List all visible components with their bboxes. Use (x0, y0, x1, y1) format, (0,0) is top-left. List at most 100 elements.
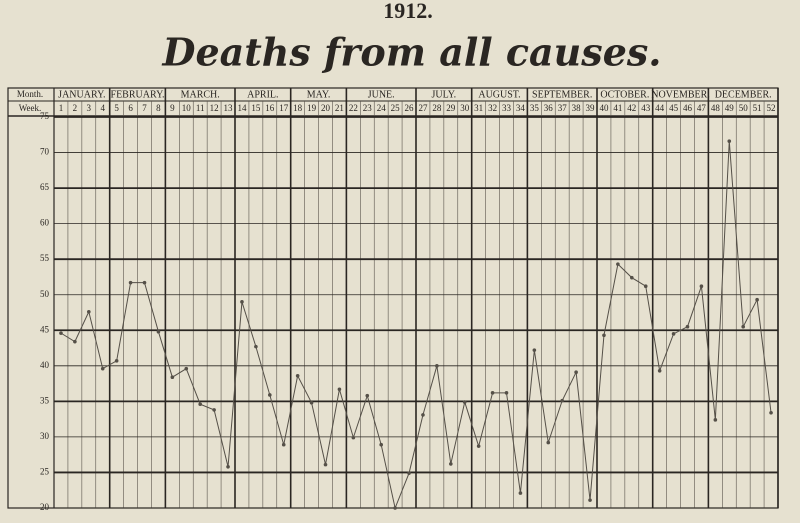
x-tick-label: 29 (446, 103, 456, 113)
x-tick-label: 26 (405, 103, 415, 113)
data-point (643, 284, 648, 288)
x-tick-label: 18 (293, 103, 303, 113)
x-tick-label: 50 (739, 103, 749, 113)
x-tick-label: 36 (544, 103, 554, 113)
x-tick-label: 2 (73, 103, 78, 113)
month-label: OCTOBER. (600, 89, 649, 100)
x-tick-label: 7 (142, 103, 147, 113)
x-tick-label: 34 (516, 103, 526, 113)
data-point (212, 408, 216, 412)
x-tick-label: 42 (627, 103, 636, 113)
x-tick-label: 30 (460, 103, 470, 113)
data-point (254, 344, 258, 349)
x-tick-label: 20 (321, 103, 331, 113)
x-tick-label: 52 (767, 103, 776, 113)
y-tick-label: 70 (40, 147, 50, 157)
x-tick-label: 9 (170, 103, 175, 113)
x-tick-label: 13 (224, 103, 234, 113)
x-tick-label: 15 (251, 103, 261, 113)
data-point (560, 398, 564, 403)
data-point (727, 139, 732, 143)
chart-title: 1912. (383, 0, 433, 23)
x-tick-label: 51 (753, 103, 762, 113)
data-point (73, 339, 77, 344)
data-point (240, 300, 244, 304)
x-tick-label: 12 (210, 103, 219, 113)
x-tick-label: 11 (196, 103, 205, 113)
data-point (379, 442, 383, 447)
x-tick-label: 22 (349, 103, 358, 113)
data-point (476, 444, 481, 448)
y-tick-label: 20 (40, 502, 50, 512)
data-point (657, 368, 662, 373)
x-tick-label: 40 (599, 103, 609, 113)
month-label: MAY. (307, 89, 331, 100)
data-point (184, 366, 189, 371)
month-label: APRIL. (247, 89, 278, 100)
data-point (351, 435, 356, 440)
y-tick-label: 45 (40, 324, 50, 334)
data-point (630, 275, 634, 280)
data-point (393, 506, 397, 510)
data-point (268, 393, 272, 397)
data-point (671, 332, 676, 336)
data-point (226, 464, 230, 469)
data-point (198, 402, 202, 407)
x-tick-label: 48 (711, 103, 721, 113)
month-label: JUNE. (368, 89, 395, 100)
data-point (365, 393, 370, 398)
data-point (755, 297, 759, 302)
data-point (309, 400, 314, 405)
data-point (490, 391, 495, 395)
x-tick-label: 14 (237, 103, 247, 113)
data-point (741, 324, 745, 329)
data-point (713, 418, 718, 422)
data-point (100, 366, 105, 371)
data-point (616, 262, 620, 266)
y-tick-label: 50 (40, 289, 50, 299)
x-tick-label: 43 (641, 103, 651, 113)
x-tick-label: 25 (391, 103, 401, 113)
month-label: JANUARY. (58, 89, 105, 100)
month-header: Month. (17, 89, 43, 99)
x-tick-label: 37 (558, 103, 568, 113)
x-tick-label: 47 (697, 103, 707, 113)
x-tick-label: 35 (530, 103, 540, 113)
x-tick-label: 8 (156, 103, 161, 113)
x-tick-label: 23 (363, 103, 373, 113)
data-point (602, 333, 606, 338)
y-tick-label: 65 (40, 182, 50, 192)
y-tick-label: 40 (40, 360, 50, 370)
data-point (170, 375, 175, 379)
x-tick-label: 24 (377, 103, 387, 113)
data-point (699, 284, 704, 288)
data-point (142, 280, 147, 285)
data-point (435, 364, 439, 368)
data-point (449, 462, 453, 466)
data-point (421, 413, 425, 417)
x-tick-label: 21 (335, 103, 344, 113)
x-tick-label: 4 (100, 103, 105, 113)
x-tick-label: 28 (432, 103, 442, 113)
x-tick-label: 33 (502, 103, 512, 113)
y-tick-label: 35 (40, 395, 50, 405)
x-tick-label: 45 (669, 103, 679, 113)
data-point (114, 359, 119, 363)
data-point (281, 442, 286, 447)
y-tick-label: 55 (40, 253, 50, 263)
x-tick-label: 16 (265, 103, 275, 113)
x-tick-label: 5 (114, 103, 119, 113)
x-tick-label: 3 (87, 103, 92, 113)
month-label: JULY. (432, 89, 457, 100)
x-tick-label: 19 (307, 103, 317, 113)
data-point (295, 373, 300, 378)
data-point (685, 324, 690, 329)
data-point (546, 440, 551, 445)
x-tick-label: 6 (128, 103, 133, 113)
y-tick-label: 25 (40, 467, 50, 477)
data-point (462, 400, 467, 404)
y-tick-label: 75 (40, 111, 50, 121)
month-label: MARCH. (181, 89, 220, 100)
data-point (574, 370, 578, 375)
